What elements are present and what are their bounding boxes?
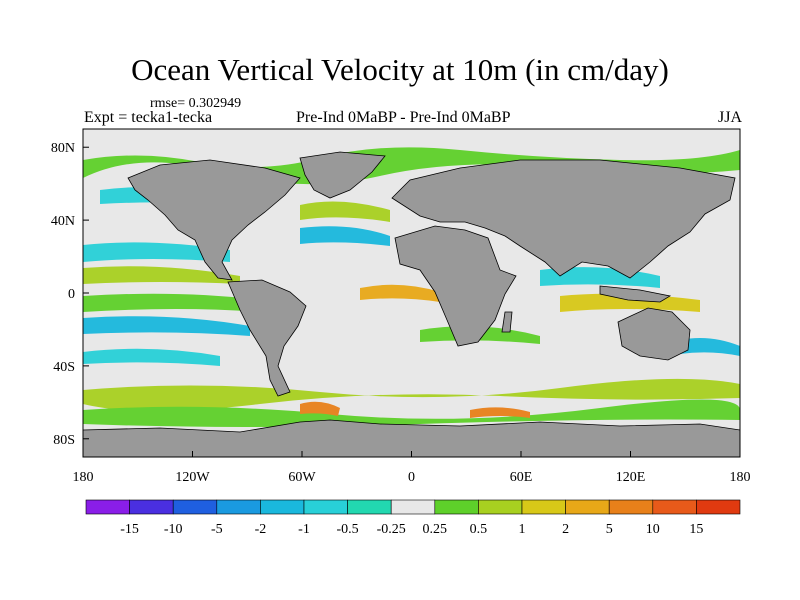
land-masses xyxy=(83,151,740,457)
colorbar-swatch xyxy=(390,499,436,515)
colorbar-label: 2 xyxy=(562,522,569,537)
antarctica xyxy=(83,419,740,457)
y-tick-label: 80S xyxy=(53,433,75,448)
colorbar-label: -15 xyxy=(120,522,139,537)
colorbar-swatch xyxy=(434,499,479,515)
north-america xyxy=(127,159,301,281)
rmse-label: rmse= 0.302949 xyxy=(150,96,242,111)
colorbar-swatch xyxy=(260,499,305,515)
experiment-label: Expt = tecka1-tecka xyxy=(84,109,213,126)
colorbar-swatch xyxy=(216,499,261,515)
colorbar-label: -0.5 xyxy=(337,522,359,537)
x-tick-label: 120W xyxy=(175,470,210,485)
colorbar-label: 15 xyxy=(689,522,703,537)
colorbar-label: 5 xyxy=(606,522,613,537)
colorbar-label: 10 xyxy=(646,522,660,537)
africa xyxy=(394,225,517,347)
colorbar-label: -10 xyxy=(164,522,183,537)
x-tick-label: 60E xyxy=(510,470,533,485)
subtitle: Pre-Ind 0MaBP - Pre-Ind 0MaBP xyxy=(296,109,511,126)
colorbar-label: 0.25 xyxy=(423,522,448,537)
x-tick-label: 60W xyxy=(288,470,316,485)
australia xyxy=(617,307,691,361)
colorbar-label: 0.5 xyxy=(470,522,488,537)
colorbar-swatch xyxy=(85,499,130,515)
y-tick-label: 40S xyxy=(53,360,75,375)
colorbar-swatch xyxy=(347,499,392,515)
season-label: JJA xyxy=(717,109,742,126)
colorbar-swatch xyxy=(608,499,654,515)
x-tick-label: 180 xyxy=(73,470,94,485)
colorbar-label: -1 xyxy=(298,522,310,537)
south-america xyxy=(227,279,307,397)
x-tick-label: 0 xyxy=(408,470,415,485)
colorbar-swatch xyxy=(521,499,566,515)
colorbar-swatch xyxy=(129,499,174,515)
colorbar-swatch xyxy=(172,499,218,515)
colorbar-swatch xyxy=(652,499,697,515)
y-tick-label: 80N xyxy=(51,141,75,156)
europe-asia xyxy=(391,159,736,279)
chart-title: Ocean Vertical Velocity at 10m (in cm/da… xyxy=(131,52,669,87)
colorbar: -15 -10 -5 -2 -1 -0.5 -0.25 0.25 0.5 1 2… xyxy=(85,499,741,537)
colorbar-label: -2 xyxy=(255,522,267,537)
greenland xyxy=(299,151,386,199)
madagascar xyxy=(501,311,513,333)
colorbar-swatch xyxy=(565,499,610,515)
indonesia xyxy=(599,285,672,303)
x-axis: 180 120W 60W 0 60E 120E 180 xyxy=(73,451,751,485)
y-axis: 80N 40N 0 40S 80S xyxy=(51,141,89,448)
y-tick-label: 40N xyxy=(51,214,75,229)
colorbar-label: -5 xyxy=(211,522,223,537)
y-tick-label: 0 xyxy=(68,287,75,302)
colorbar-label: -0.25 xyxy=(377,522,406,537)
colorbar-swatch xyxy=(303,499,348,515)
colorbar-label: 1 xyxy=(519,522,526,537)
x-tick-label: 120E xyxy=(616,470,646,485)
colorbar-swatch xyxy=(696,499,741,515)
colorbar-swatch xyxy=(478,499,523,515)
x-tick-label: 180 xyxy=(730,470,751,485)
